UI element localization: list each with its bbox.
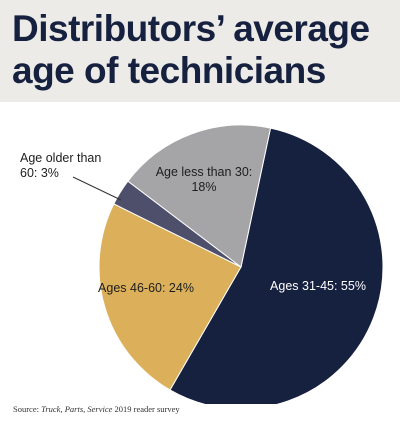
slice-label-2-line-0: Age older than <box>20 151 101 165</box>
pie-slice-3 <box>127 124 272 268</box>
source-note: Source: Truck, Parts, Service 2019 reade… <box>13 404 180 414</box>
leader-line-older-than-60 <box>72 176 122 201</box>
title-line-1: Distributors’ average <box>12 8 370 49</box>
slice-label-3: Age less than 30: 18% <box>156 165 253 194</box>
pie-chart: Ages 31-45: 55% Ages 46-60: 24% Age older … <box>20 124 384 404</box>
source-prefix: Source: <box>13 404 42 414</box>
slice-label-1: Ages 46-60: 24% <box>98 281 194 295</box>
pie-slice-1 <box>98 203 242 391</box>
chart-title: Distributors’ average age of technicians <box>12 8 392 92</box>
pie-slice-0 <box>169 127 384 404</box>
slice-label-3-line-1: 18% <box>191 180 216 194</box>
slice-label-1-line-0: Ages 46-60: 24% <box>98 281 194 295</box>
header-band: Distributors’ average age of technicians <box>0 0 400 102</box>
slice-label-2-line-1: 60: 3% <box>20 166 59 180</box>
slice-label-0: Ages 31-45: 55% <box>270 279 366 293</box>
slice-label-3-line-0: Age less than 30: <box>156 165 253 179</box>
source-publication: Truck, Parts, Service <box>41 404 113 414</box>
source-suffix: 2019 reader survey <box>112 404 180 414</box>
slice-label-2: Age older than 60: 3% <box>20 151 101 180</box>
title-line-2: age of technicians <box>12 50 326 91</box>
slice-label-0-line-0: Ages 31-45: 55% <box>270 279 366 293</box>
